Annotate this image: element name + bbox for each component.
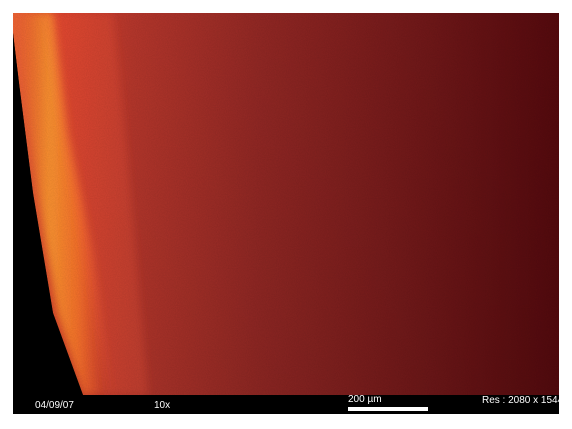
micrograph-image	[13, 13, 559, 395]
capture-date: 04/09/07	[35, 400, 74, 411]
scale-bar-label: 200 µm	[348, 394, 382, 405]
info-bar: 04/09/07 10x 200 µm Res : 2080 x 1544	[13, 394, 559, 414]
magnification-label: 10x	[154, 400, 171, 411]
scale-bar	[348, 407, 428, 411]
micrograph-frame: 04/09/07 10x 200 µm Res : 2080 x 1544	[13, 13, 559, 414]
resolution-label: Res : 2080 x 1544	[482, 395, 559, 406]
